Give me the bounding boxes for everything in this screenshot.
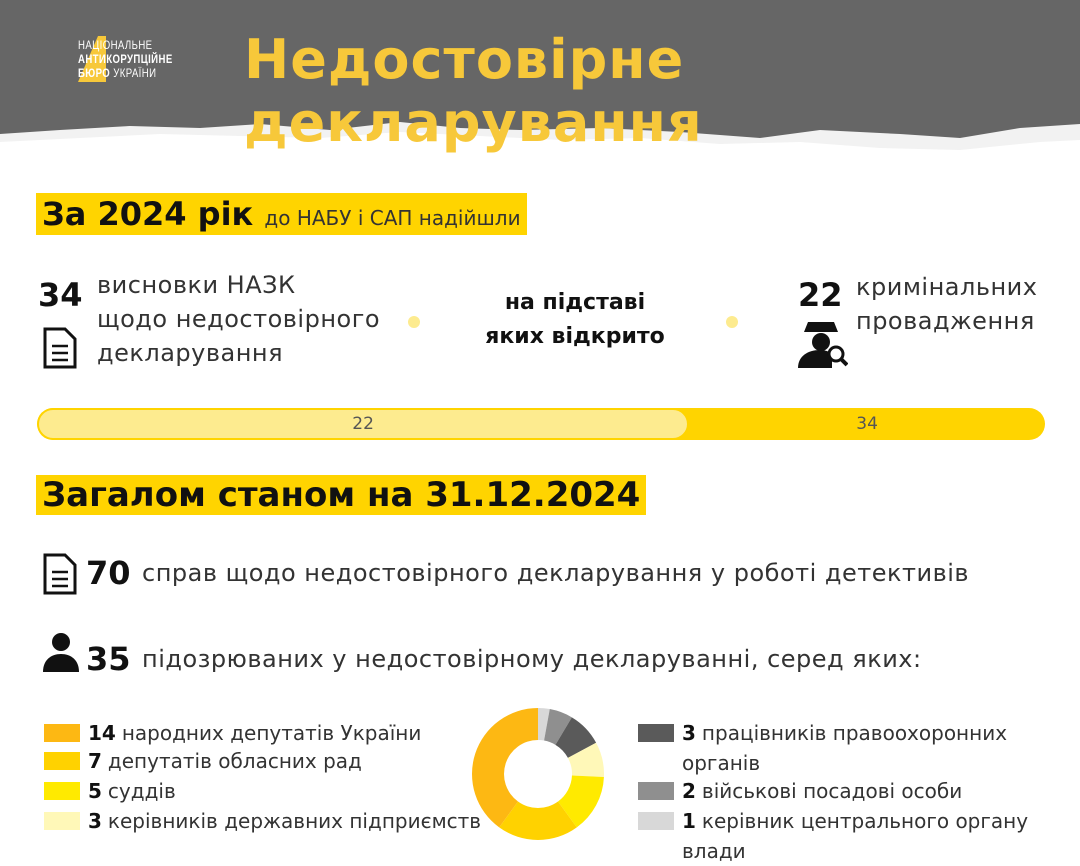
suspects-number: 35 [86,640,131,678]
center-line1: на підставі [504,290,646,315]
legend-label: депутатів обласних рад [107,749,362,773]
cases-opened-number: 22 [798,276,843,314]
legend-item: 5 суддів [44,776,176,806]
heading-rest: до НАБУ і САП надійшли [264,206,521,230]
page-title: Недостовірне декларування [244,28,703,154]
nabu-logo: НАЦІОНАЛЬНЕ АНТИКОРУПЦІЙНЕ БЮРО УКРАЇНИ [78,36,172,82]
conclusions-line1: висновки НАЗК [97,271,296,299]
person-icon [43,633,79,672]
conclusions-line2: щодо недостовірного [97,305,381,333]
conclusions-number: 34 [38,276,83,314]
legend-text: 1 керівник центрального органу влади [682,806,1080,866]
legend-label: народних депутатів України [121,721,422,745]
legend-value: 7 [88,749,102,773]
legend-swatch [44,752,80,770]
center-line2: яких відкрито [485,324,665,349]
legend-swatch [638,782,674,800]
suspects-text: підозрюваних у недостовірному декларуван… [142,645,922,673]
donut-slice [557,775,604,828]
cases-opened-line2: провадження [856,307,1035,335]
legend-value: 3 [88,809,102,833]
center-text: на підставі яких відкрито [470,286,680,354]
legend-item: 14 народних депутатів України [44,718,421,748]
legend-swatch [44,782,80,800]
legend-value: 3 [682,721,696,745]
legend-text: 7 депутатів обласних рад [88,746,362,776]
donut-slice [499,801,577,840]
legend-swatch [638,812,674,830]
heading-year: За 2024 рік [42,195,254,233]
legend-item: 7 депутатів обласних рад [44,746,362,776]
cases-number: 70 [86,554,131,592]
logo-line3b: УКРАЇНИ [113,66,157,80]
legend-value: 2 [682,779,696,803]
cases-opened-text: кримінальних провадження [856,270,1037,338]
dot [726,316,738,328]
torn-paper-edge [0,122,1080,178]
donut-slice [538,708,550,741]
legend-label: суддів [107,779,176,803]
dot [408,316,420,328]
progress-bar: 22 34 [37,408,1045,440]
legend-text: 14 народних депутатів України [88,718,421,748]
cases-opened-line1: кримінальних [856,273,1038,301]
legend-label: керівників державних підприємств [107,809,482,833]
section1-heading: За 2024 рік до НАБУ і САП надійшли [36,193,527,235]
legend-text: 3 працівників правоохоронних органів [682,718,1038,778]
legend-value: 1 [682,809,696,833]
legend-item: 3 керівників державних підприємств [44,806,481,836]
conclusions-line3: декларування [97,339,284,367]
progress-fill [37,408,690,440]
legend-text: 3 керівників державних підприємств [88,806,481,836]
logo-line3a: БЮРО [78,66,111,80]
progress-total-label: 34 [856,414,878,434]
donut-slice [472,708,538,828]
detective-icon [798,322,848,368]
cases-text: справ щодо недостовірного декларування у… [142,559,970,587]
legend-value: 14 [88,721,116,745]
document-icon [43,327,77,369]
legend-label: військові посадові особи [701,779,963,803]
legend-label: керівник центрального органу влади [682,809,1029,863]
legend-text: 2 військові посадові особи [682,776,962,806]
document-icon [43,553,77,595]
donut-slice [555,717,597,758]
legend-text: 5 суддів [88,776,176,806]
legend-swatch [44,812,80,830]
legend-swatch [44,724,80,742]
legend-swatch [638,724,674,742]
donut-slice [567,742,604,777]
section2-heading: Загалом станом на 31.12.2024 [36,475,647,515]
logo-line2: АНТИКОРУПЦІЙНЕ [78,52,173,66]
legend-item: 1 керівник центрального органу влади [638,806,1080,866]
legend-item: 3 працівників правоохоронних органів [638,718,1038,778]
logo-line1: НАЦІОНАЛЬНЕ [78,38,153,52]
suspects-donut-chart [472,708,604,840]
logo-mark-icon [78,36,106,82]
donut-slice [544,709,572,745]
conclusions-text: висновки НАЗК щодо недостовірного деклар… [97,268,380,370]
legend-label: працівників правоохоронних органів [682,721,1008,775]
progress-value-label: 22 [352,414,374,434]
legend-value: 5 [88,779,102,803]
legend-item: 2 військові посадові особи [638,776,962,806]
